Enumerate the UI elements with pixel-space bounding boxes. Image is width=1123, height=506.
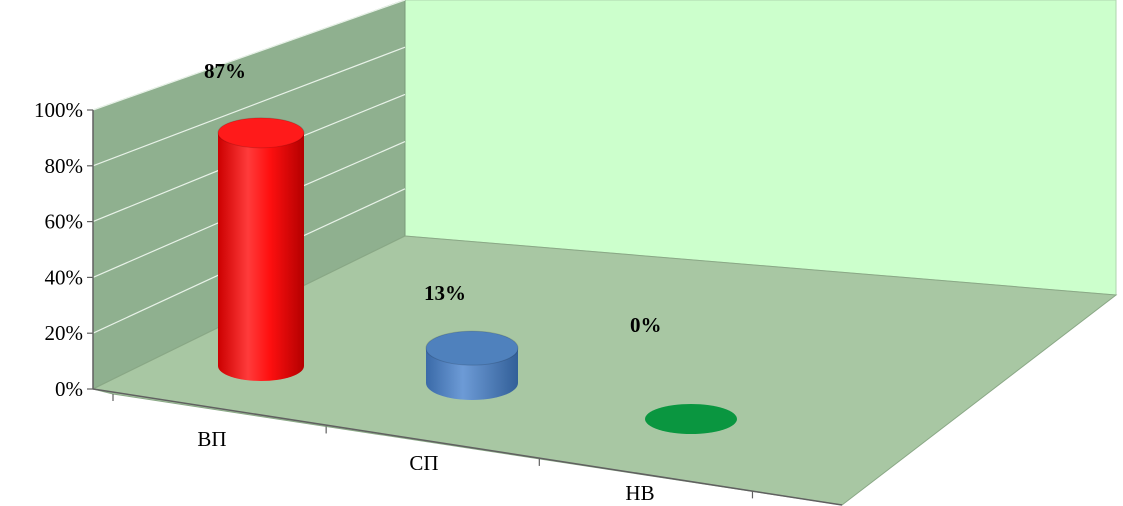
bar-СП [425, 330, 519, 400]
y-ticks: 0% 20% 40% 60% 80% 100% [34, 98, 93, 401]
y-tick-label: 20% [45, 321, 84, 345]
data-label: 87% [204, 59, 246, 83]
x-ticks: ВП СП НВ [112, 394, 754, 505]
bar-ВП [217, 117, 305, 381]
data-label: 0% [630, 313, 662, 337]
bar-top [425, 330, 519, 366]
bars [217, 117, 737, 434]
data-label: 13% [424, 281, 466, 305]
floor [91, 235, 1118, 506]
gridline [92, 0, 406, 111]
y-tick-label: 40% [45, 265, 84, 289]
y-tick-label: 100% [34, 98, 83, 122]
x-axis-line [92, 388, 843, 506]
data-labels: 87% 13% 0% [204, 59, 662, 337]
bar-НВ [645, 404, 737, 434]
bar-top [217, 117, 305, 149]
gridline [92, 46, 406, 167]
x-category-label: ВП [197, 427, 226, 451]
x-category-label: СП [409, 451, 438, 475]
y-tick-label: 80% [45, 154, 84, 178]
x-category-label: НВ [625, 481, 654, 505]
y-tick-label: 0% [55, 377, 83, 401]
bar-top [645, 404, 737, 434]
bar-body [218, 132, 304, 381]
y-tick-label: 60% [45, 210, 84, 234]
